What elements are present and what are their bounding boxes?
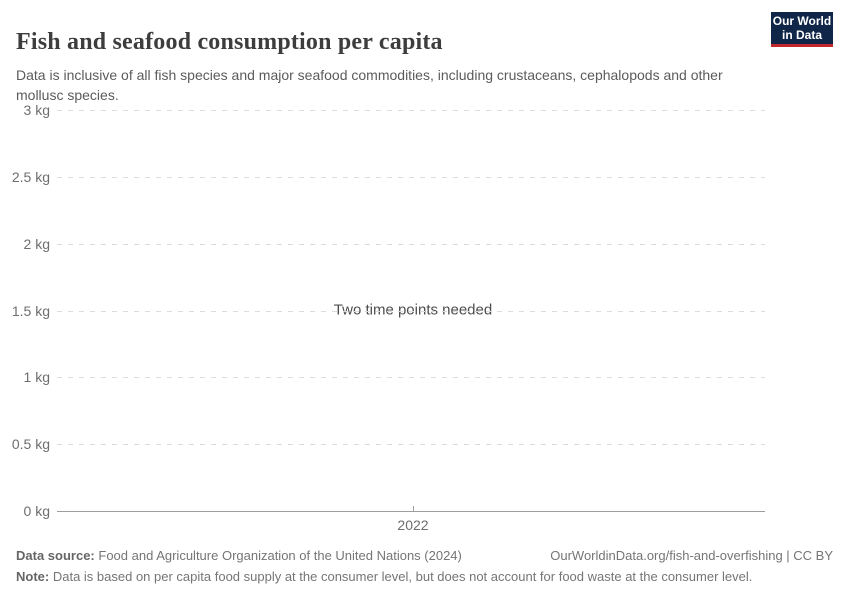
data-source-label: Data source: bbox=[16, 548, 95, 563]
gridline bbox=[57, 310, 765, 312]
owid-logo-line2: in Data bbox=[781, 28, 822, 42]
gridline bbox=[57, 110, 765, 111]
y-axis-tick-label: 1.5 kg bbox=[11, 302, 50, 319]
footer-source-row: Data source: Food and Agriculture Organi… bbox=[16, 548, 833, 564]
gridline bbox=[57, 243, 765, 245]
empty-chart-message: Two time points needed bbox=[323, 298, 503, 322]
y-axis-tick-label: 0.5 kg bbox=[11, 436, 50, 453]
owid-logo[interactable]: Our World in Data bbox=[771, 12, 833, 47]
x-axis-tick-mark bbox=[413, 506, 414, 512]
chart-footer: Data source: Food and Agriculture Organi… bbox=[16, 548, 833, 585]
y-axis-tick-label: 1 kg bbox=[23, 369, 50, 386]
y-axis-tick-label: 2.5 kg bbox=[11, 168, 50, 185]
gridline bbox=[57, 377, 765, 379]
gridline bbox=[57, 444, 765, 446]
note-label: Note: bbox=[16, 569, 50, 584]
footer-note-row: Note: Data is based on per capita food s… bbox=[16, 569, 833, 585]
chart-title: Fish and seafood consumption per capita bbox=[16, 29, 443, 56]
chart-subtitle: Data is inclusive of all fish species an… bbox=[16, 67, 723, 103]
owid-url-link[interactable]: OurWorldinData.org/fish-and-overfishing … bbox=[550, 548, 833, 563]
y-axis-tick-label: 2 kg bbox=[23, 235, 50, 252]
data-source-text: Data source: Food and Agriculture Organi… bbox=[16, 548, 462, 564]
data-source-value: Food and Agriculture Organization of the… bbox=[98, 548, 462, 563]
y-axis-tick-label: 3 kg bbox=[23, 102, 50, 118]
owid-logo-line1: Our World bbox=[772, 14, 832, 28]
gridline bbox=[57, 176, 765, 178]
x-axis-tick-label: 2022 bbox=[397, 517, 429, 533]
y-axis-tick-label: 0 kg bbox=[23, 503, 50, 519]
x-axis-line bbox=[57, 511, 765, 512]
note-value: Data is based on per capita food supply … bbox=[52, 569, 753, 584]
